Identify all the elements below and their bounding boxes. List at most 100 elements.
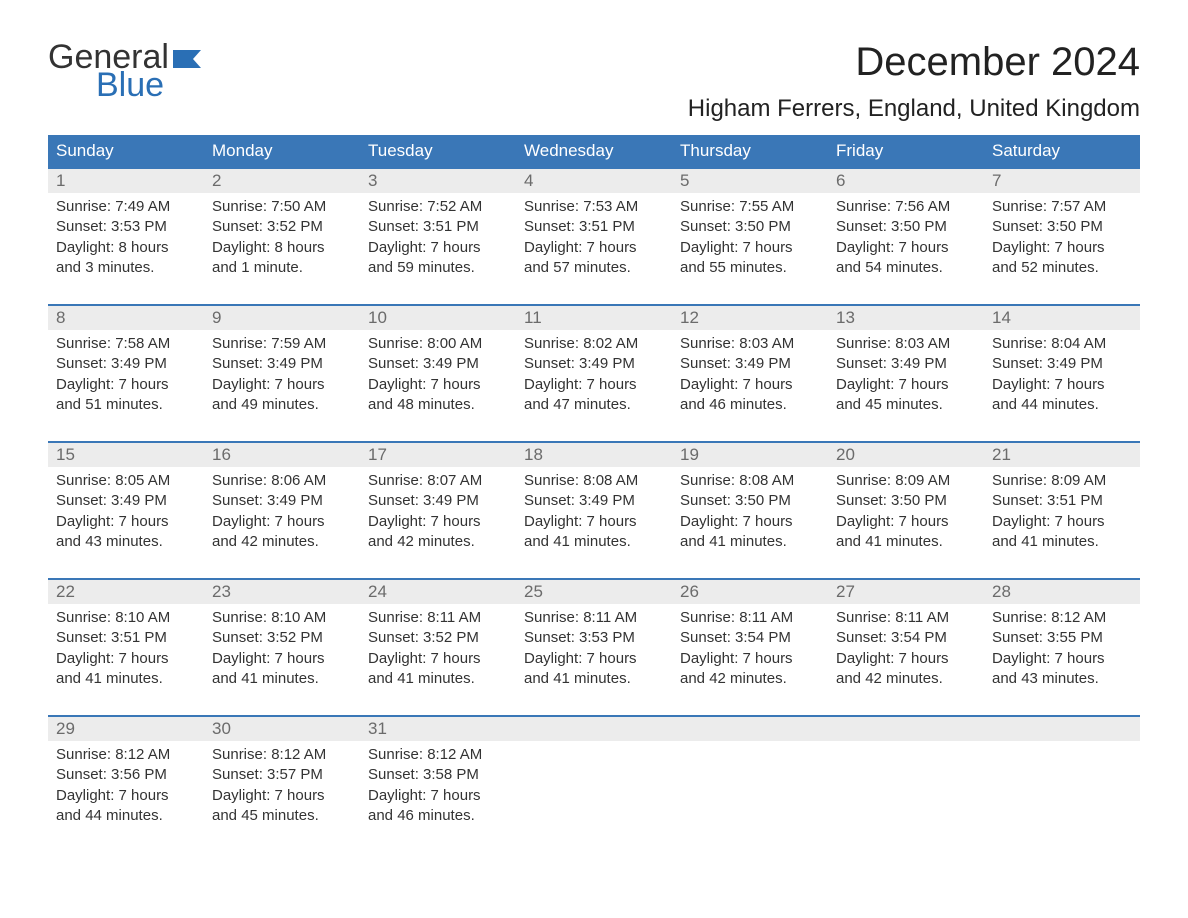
sunset-text: Sunset: 3:49 PM — [368, 491, 508, 511]
sunrise-text: Sunrise: 8:11 AM — [680, 608, 820, 628]
daynum-row: 22 23 24 25 26 27 28 — [48, 578, 1140, 604]
sunset-text: Sunset: 3:54 PM — [836, 628, 976, 648]
daylight-text: Daylight: 7 hours and 42 minutes. — [836, 649, 976, 690]
week-row: 8 9 10 11 12 13 14 Sunrise: 7:58 AM Suns… — [48, 304, 1140, 423]
day-number: 15 — [48, 443, 204, 467]
sunset-text: Sunset: 3:50 PM — [836, 217, 976, 237]
day-number: 18 — [516, 443, 672, 467]
weekday-wednesday: Wednesday — [516, 135, 672, 167]
sunset-text: Sunset: 3:49 PM — [992, 354, 1132, 374]
day-number: 20 — [828, 443, 984, 467]
sunset-text: Sunset: 3:55 PM — [992, 628, 1132, 648]
data-row: Sunrise: 7:49 AM Sunset: 3:53 PM Dayligh… — [48, 193, 1140, 286]
day-number: 28 — [984, 580, 1140, 604]
day-cell: Sunrise: 7:57 AM Sunset: 3:50 PM Dayligh… — [984, 193, 1140, 286]
daylight-text: Daylight: 7 hours and 41 minutes. — [368, 649, 508, 690]
sunrise-text: Sunrise: 7:56 AM — [836, 197, 976, 217]
daylight-text: Daylight: 8 hours and 1 minute. — [212, 238, 352, 279]
day-cell: Sunrise: 8:10 AM Sunset: 3:51 PM Dayligh… — [48, 604, 204, 697]
daylight-text: Daylight: 7 hours and 41 minutes. — [524, 512, 664, 553]
weekday-thursday: Thursday — [672, 135, 828, 167]
day-cell: Sunrise: 8:12 AM Sunset: 3:58 PM Dayligh… — [360, 741, 516, 834]
day-cell: Sunrise: 8:10 AM Sunset: 3:52 PM Dayligh… — [204, 604, 360, 697]
day-cell: Sunrise: 8:12 AM Sunset: 3:56 PM Dayligh… — [48, 741, 204, 834]
data-row: Sunrise: 8:10 AM Sunset: 3:51 PM Dayligh… — [48, 604, 1140, 697]
day-number: 23 — [204, 580, 360, 604]
weekday-saturday: Saturday — [984, 135, 1140, 167]
sunrise-text: Sunrise: 8:07 AM — [368, 471, 508, 491]
daylight-text: Daylight: 7 hours and 44 minutes. — [992, 375, 1132, 416]
daylight-text: Daylight: 7 hours and 41 minutes. — [836, 512, 976, 553]
day-cell: Sunrise: 7:53 AM Sunset: 3:51 PM Dayligh… — [516, 193, 672, 286]
data-row: Sunrise: 7:58 AM Sunset: 3:49 PM Dayligh… — [48, 330, 1140, 423]
sunrise-text: Sunrise: 8:08 AM — [680, 471, 820, 491]
day-number: 9 — [204, 306, 360, 330]
day-cell: Sunrise: 8:08 AM Sunset: 3:50 PM Dayligh… — [672, 467, 828, 560]
sunset-text: Sunset: 3:49 PM — [524, 354, 664, 374]
day-cell: Sunrise: 8:06 AM Sunset: 3:49 PM Dayligh… — [204, 467, 360, 560]
sunset-text: Sunset: 3:50 PM — [680, 491, 820, 511]
day-cell: Sunrise: 8:07 AM Sunset: 3:49 PM Dayligh… — [360, 467, 516, 560]
day-number — [516, 717, 672, 741]
sunrise-text: Sunrise: 8:10 AM — [56, 608, 196, 628]
day-cell: Sunrise: 8:04 AM Sunset: 3:49 PM Dayligh… — [984, 330, 1140, 423]
calendar: Sunday Monday Tuesday Wednesday Thursday… — [48, 135, 1140, 834]
day-number: 1 — [48, 169, 204, 193]
sunrise-text: Sunrise: 8:09 AM — [992, 471, 1132, 491]
sunrise-text: Sunrise: 8:05 AM — [56, 471, 196, 491]
sunset-text: Sunset: 3:56 PM — [56, 765, 196, 785]
day-cell-empty — [984, 741, 1140, 834]
daylight-text: Daylight: 7 hours and 47 minutes. — [524, 375, 664, 416]
daylight-text: Daylight: 7 hours and 49 minutes. — [212, 375, 352, 416]
daylight-text: Daylight: 7 hours and 41 minutes. — [680, 512, 820, 553]
daylight-text: Daylight: 7 hours and 41 minutes. — [212, 649, 352, 690]
month-title: December 2024 — [688, 40, 1140, 85]
sunrise-text: Sunrise: 8:03 AM — [680, 334, 820, 354]
day-cell: Sunrise: 8:00 AM Sunset: 3:49 PM Dayligh… — [360, 330, 516, 423]
sunset-text: Sunset: 3:49 PM — [56, 491, 196, 511]
day-cell: Sunrise: 8:09 AM Sunset: 3:50 PM Dayligh… — [828, 467, 984, 560]
day-number: 6 — [828, 169, 984, 193]
sunrise-text: Sunrise: 8:11 AM — [836, 608, 976, 628]
sunset-text: Sunset: 3:52 PM — [368, 628, 508, 648]
sunrise-text: Sunrise: 7:58 AM — [56, 334, 196, 354]
day-number: 3 — [360, 169, 516, 193]
sunrise-text: Sunrise: 8:03 AM — [836, 334, 976, 354]
day-number: 5 — [672, 169, 828, 193]
day-number: 30 — [204, 717, 360, 741]
sunset-text: Sunset: 3:49 PM — [212, 491, 352, 511]
day-number — [828, 717, 984, 741]
day-number: 17 — [360, 443, 516, 467]
sunset-text: Sunset: 3:57 PM — [212, 765, 352, 785]
daylight-text: Daylight: 7 hours and 42 minutes. — [680, 649, 820, 690]
sunrise-text: Sunrise: 8:11 AM — [524, 608, 664, 628]
day-cell: Sunrise: 8:02 AM Sunset: 3:49 PM Dayligh… — [516, 330, 672, 423]
week-row: 15 16 17 18 19 20 21 Sunrise: 8:05 AM Su… — [48, 441, 1140, 560]
day-number: 25 — [516, 580, 672, 604]
daylight-text: Daylight: 7 hours and 45 minutes. — [836, 375, 976, 416]
day-cell: Sunrise: 8:11 AM Sunset: 3:53 PM Dayligh… — [516, 604, 672, 697]
day-number: 10 — [360, 306, 516, 330]
sunrise-text: Sunrise: 8:06 AM — [212, 471, 352, 491]
day-number: 8 — [48, 306, 204, 330]
sunrise-text: Sunrise: 7:53 AM — [524, 197, 664, 217]
day-cell: Sunrise: 7:56 AM Sunset: 3:50 PM Dayligh… — [828, 193, 984, 286]
daylight-text: Daylight: 7 hours and 57 minutes. — [524, 238, 664, 279]
sunrise-text: Sunrise: 7:57 AM — [992, 197, 1132, 217]
day-number: 26 — [672, 580, 828, 604]
daynum-row: 15 16 17 18 19 20 21 — [48, 441, 1140, 467]
day-cell: Sunrise: 7:50 AM Sunset: 3:52 PM Dayligh… — [204, 193, 360, 286]
logo-text-blue: Blue — [96, 68, 207, 102]
title-block: December 2024 Higham Ferrers, England, U… — [688, 40, 1140, 123]
daylight-text: Daylight: 7 hours and 46 minutes. — [680, 375, 820, 416]
sunset-text: Sunset: 3:54 PM — [680, 628, 820, 648]
day-cell: Sunrise: 7:58 AM Sunset: 3:49 PM Dayligh… — [48, 330, 204, 423]
sunrise-text: Sunrise: 8:00 AM — [368, 334, 508, 354]
daylight-text: Daylight: 7 hours and 55 minutes. — [680, 238, 820, 279]
day-number: 24 — [360, 580, 516, 604]
day-number: 29 — [48, 717, 204, 741]
week-row: 1 2 3 4 5 6 7 Sunrise: 7:49 AM Sunset: 3… — [48, 167, 1140, 286]
daylight-text: Daylight: 8 hours and 3 minutes. — [56, 238, 196, 279]
day-cell: Sunrise: 8:05 AM Sunset: 3:49 PM Dayligh… — [48, 467, 204, 560]
sunset-text: Sunset: 3:50 PM — [680, 217, 820, 237]
